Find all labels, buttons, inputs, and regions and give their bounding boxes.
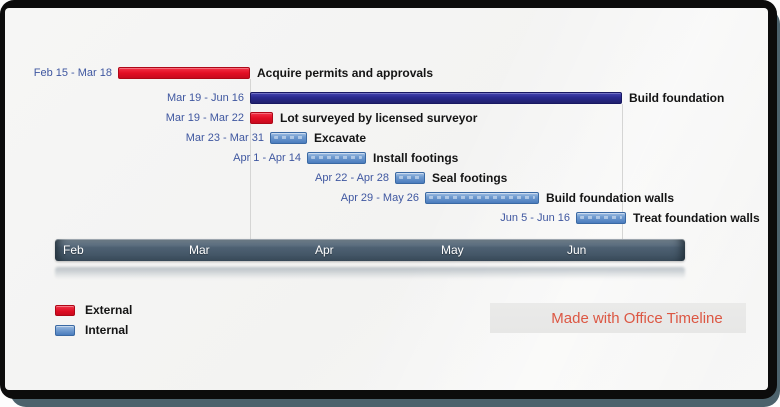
office-timeline-link[interactable]: Made with Office Timeline: [551, 309, 723, 327]
gantt-slide: Feb 15 - Mar 18 Acquire permits and appr…: [5, 8, 768, 390]
task-bar-lot-surveyed: [250, 112, 273, 124]
task-date-range: Mar 23 - Mar 31: [185, 132, 264, 144]
axis-month-jun: Jun: [567, 243, 587, 257]
task-bar-treat-foundation-walls: [576, 212, 626, 224]
task-bar-acquire-permits: [118, 67, 250, 79]
task-bar-install-footings: [307, 152, 366, 164]
task-date-range: Jun 5 - Jun 16: [500, 212, 570, 224]
watermark-banner: Made with Office Timeline: [490, 303, 746, 333]
legend-swatch-external: [55, 305, 75, 316]
axis-month-mar: Mar: [189, 243, 210, 257]
task-label: Excavate: [314, 131, 367, 145]
task-date-range: Apr 29 - May 26: [340, 192, 419, 204]
task-label: Install footings: [373, 151, 459, 165]
task-label: Treat foundation walls: [633, 211, 760, 225]
gridline-jun16: [622, 104, 623, 239]
task-label: Lot surveyed by licensed surveyor: [280, 111, 478, 125]
task-bar-build-foundation-walls: [425, 192, 539, 204]
task-label: Build foundation: [629, 91, 725, 105]
timeline-axis-reflection: [55, 267, 685, 279]
task-label: Seal footings: [432, 171, 508, 185]
task-date-range: Feb 15 - Mar 18: [33, 67, 112, 79]
legend-label-internal: Internal: [85, 323, 129, 337]
legend-label-external: External: [85, 303, 133, 317]
task-label: Acquire permits and approvals: [257, 66, 434, 80]
axis-month-apr: Apr: [315, 243, 334, 257]
task-label: Build foundation walls: [546, 191, 674, 205]
task-date-range: Apr 1 - Apr 14: [233, 152, 301, 164]
task-bar-build-foundation: [250, 92, 622, 104]
timeline-axis-band: Feb Mar Apr May Jun: [55, 239, 685, 261]
slide-frame: Feb 15 - Mar 18 Acquire permits and appr…: [0, 0, 777, 399]
task-bar-excavate: [270, 132, 307, 144]
task-bar-seal-footings: [395, 172, 425, 184]
task-date-range: Apr 22 - Apr 28: [315, 172, 389, 184]
task-date-range: Mar 19 - Mar 22: [165, 112, 244, 124]
task-date-range: Mar 19 - Jun 16: [166, 92, 244, 104]
gridline-mar19: [250, 79, 251, 239]
axis-month-feb: Feb: [63, 243, 84, 257]
axis-month-may: May: [441, 243, 464, 257]
legend-swatch-internal: [55, 325, 75, 336]
